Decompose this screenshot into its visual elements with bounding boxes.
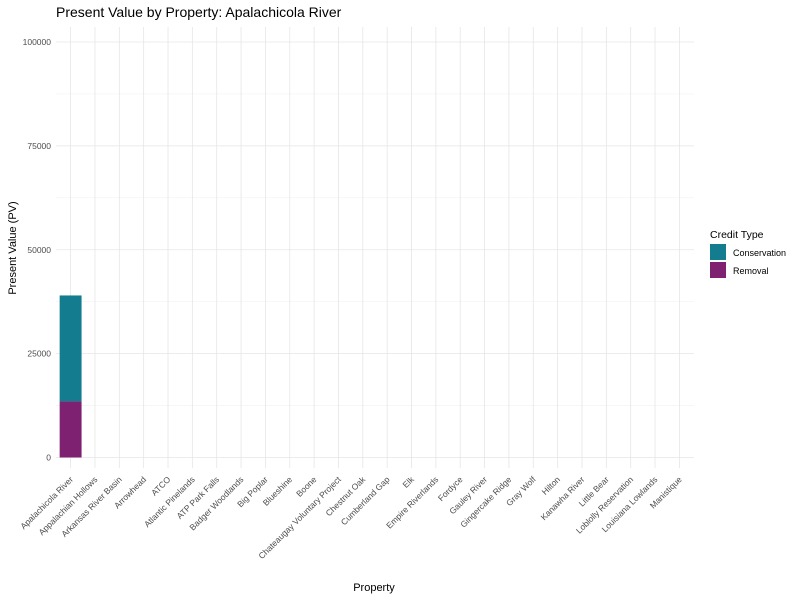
y-tick-label: 0 <box>46 453 51 463</box>
x-axis-title: Property <box>353 582 395 594</box>
legend-label: Conservation <box>733 248 786 258</box>
legend-swatch <box>710 262 726 278</box>
legend-items: Conservation Removal <box>710 244 786 278</box>
legend-swatch <box>710 244 726 260</box>
legend-title: Credit Type <box>710 229 764 241</box>
legend: Credit Type Conservation Removal <box>710 229 786 278</box>
plot-panel <box>56 27 694 468</box>
bar-conservation <box>59 295 82 402</box>
grid-layer <box>56 27 694 468</box>
x-tick-label: Hilton <box>540 474 563 497</box>
y-axis-title: Present Value (PV) <box>7 201 19 294</box>
legend-label: Removal <box>733 266 769 276</box>
bar-removal <box>59 401 82 458</box>
x-tick-label: Elk <box>401 474 417 490</box>
y-tick-label: 75000 <box>27 141 51 151</box>
y-tick-label: 25000 <box>27 349 51 359</box>
y-tick-label: 50000 <box>27 245 51 255</box>
y-axis: 0 25000 50000 75000 100000 <box>23 37 52 463</box>
y-tick-label: 100000 <box>23 37 52 47</box>
bar-layer <box>59 295 82 458</box>
chart-title: Present Value by Property: Apalachicola … <box>56 4 342 20</box>
